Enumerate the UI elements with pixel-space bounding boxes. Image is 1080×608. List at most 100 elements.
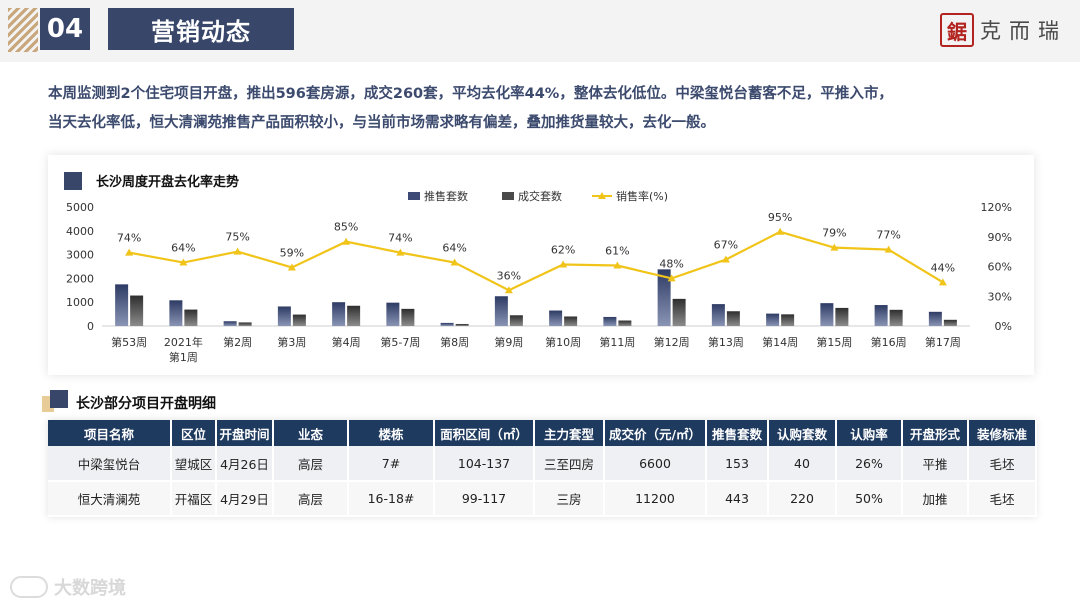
decorative-stripes xyxy=(8,8,38,52)
rate-data-label: 48% xyxy=(659,257,683,270)
y-tick-label-right: 30% xyxy=(988,290,1012,303)
table-cell: 99-117 xyxy=(434,481,535,517)
x-tick-label: 第8周 xyxy=(440,335,469,349)
summary-line-1: 本周监测到2个住宅项目开盘，推出596套房源，成交260套，平均去化率44%，整… xyxy=(48,86,893,102)
rate-data-label: 75% xyxy=(225,231,249,244)
y-tick-label-right: 120% xyxy=(981,201,1012,214)
table-title: 长沙部分项目开盘明细 xyxy=(76,396,216,412)
bar-sold xyxy=(455,323,469,326)
section-number: 04 xyxy=(40,8,90,50)
rate-data-label: 61% xyxy=(605,245,629,258)
table-cell: 153 xyxy=(706,446,769,482)
table-cell: 加推 xyxy=(902,481,969,517)
brand-logo: 鋸 克而瑞 xyxy=(940,10,1067,50)
table-cell: 220 xyxy=(768,481,837,517)
table-cell: 望城区 xyxy=(171,446,217,482)
table-cell: 16-18# xyxy=(348,481,435,517)
rate-marker xyxy=(667,274,676,282)
section-title: 营销动态 xyxy=(108,8,294,50)
rate-line xyxy=(128,230,944,292)
y-tick-label-left: 4000 xyxy=(66,225,94,238)
x-tick-label: 第11周 xyxy=(599,335,635,349)
bar-pushed xyxy=(874,305,888,326)
rate-data-label: 36% xyxy=(497,269,521,282)
rate-data-label: 74% xyxy=(388,232,412,245)
table-cell: 104-137 xyxy=(434,446,535,482)
bar-pushed xyxy=(766,313,780,326)
bar-sold xyxy=(347,305,361,326)
rate-data-label: 79% xyxy=(822,227,846,240)
rate-marker xyxy=(613,261,622,269)
bar-sold xyxy=(238,322,252,326)
bar-sold xyxy=(509,315,523,326)
x-tick-label: 第3周 xyxy=(277,335,306,349)
table-row: 恒大清澜苑 开福区 4月29日 高层 16-18# 99-117 三房 11200 443 220… xyxy=(48,481,1037,517)
project-table-panel: 项目名称 区位 开盘时间 业态 楼栋 面积区间（㎡） 主力套型 成交价（元/㎡） 推售套数 认购套… xyxy=(48,420,1037,517)
table-cell: 中梁玺悦台 xyxy=(48,446,172,482)
bar-sold xyxy=(130,295,144,326)
rate-marker xyxy=(450,258,459,266)
bar-sold xyxy=(292,314,306,326)
legend-label: 推售套数 xyxy=(424,189,468,203)
x-tick-label: 第10周 xyxy=(545,335,581,349)
x-tick-label: 第1周 xyxy=(169,350,198,364)
bar-sold xyxy=(943,319,957,326)
rate-marker xyxy=(179,258,188,266)
column-header: 楼栋 xyxy=(348,420,435,446)
table-cell: 恒大清澜苑 xyxy=(48,481,172,517)
bar-pushed xyxy=(115,284,129,326)
table-cell: 毛坯 xyxy=(968,446,1037,482)
rate-marker xyxy=(776,227,785,235)
legend-marker xyxy=(598,192,606,199)
y-tick-label-left: 0 xyxy=(87,320,94,333)
rate-data-label: 77% xyxy=(876,229,900,242)
rate-marker xyxy=(721,255,730,263)
rate-marker xyxy=(396,248,405,256)
rate-marker xyxy=(559,260,568,268)
x-tick-label: 第2周 xyxy=(223,335,252,349)
rate-marker xyxy=(884,245,893,253)
column-header: 成交价（元/㎡） xyxy=(604,420,707,446)
bar-sold xyxy=(184,309,198,326)
column-header: 主力套型 xyxy=(534,420,605,446)
x-tick-label: 第53周 xyxy=(111,335,147,349)
rate-data-label: 62% xyxy=(551,244,575,257)
table-cell: 高层 xyxy=(273,481,349,517)
rate-marker xyxy=(233,247,242,255)
bar-sold xyxy=(781,314,795,326)
bar-pushed xyxy=(440,322,454,326)
logo-seal-icon: 鋸 xyxy=(940,13,974,47)
column-header: 装修标准 xyxy=(968,420,1037,446)
column-header: 项目名称 xyxy=(48,420,172,446)
column-header: 面积区间（㎡） xyxy=(434,420,535,446)
watermark: 大数跨境 xyxy=(10,574,126,600)
bar-pushed xyxy=(277,306,291,326)
column-header: 业态 xyxy=(273,420,349,446)
project-table: 项目名称 区位 开盘时间 业态 楼栋 面积区间（㎡） 主力套型 成交价（元/㎡） 推售套数 认购套… xyxy=(48,420,1037,517)
x-tick-label: 第12周 xyxy=(654,335,690,349)
table-cell: 开福区 xyxy=(171,481,217,517)
watermark-text: 大数跨境 xyxy=(54,578,126,599)
y-tick-label-right: 0% xyxy=(995,320,1012,333)
bar-sold xyxy=(672,298,686,326)
table-cell: 4月26日 xyxy=(216,446,274,482)
bar-sold xyxy=(401,308,415,326)
logo-text: 克而瑞 xyxy=(980,19,1067,43)
bar-pushed xyxy=(820,303,834,326)
y-tick-label-right: 90% xyxy=(988,231,1012,244)
bar-pushed xyxy=(223,321,237,326)
rate-marker xyxy=(342,237,351,245)
column-header: 认购率 xyxy=(836,420,903,446)
table-cell: 40 xyxy=(768,446,837,482)
column-header: 区位 xyxy=(171,420,217,446)
x-tick-label: 第4周 xyxy=(332,335,361,349)
x-tick-label: 第15周 xyxy=(816,335,852,349)
bar-pushed xyxy=(169,300,183,326)
x-tick-label: 第17周 xyxy=(925,335,961,349)
legend-label: 成交套数 xyxy=(518,189,562,203)
rate-data-label: 44% xyxy=(931,261,955,274)
y-tick-label-right: 60% xyxy=(988,261,1012,274)
table-cell: 6600 xyxy=(604,446,707,482)
rate-marker xyxy=(830,243,839,251)
chart-title: 长沙周度开盘去化率走势 xyxy=(96,174,239,190)
